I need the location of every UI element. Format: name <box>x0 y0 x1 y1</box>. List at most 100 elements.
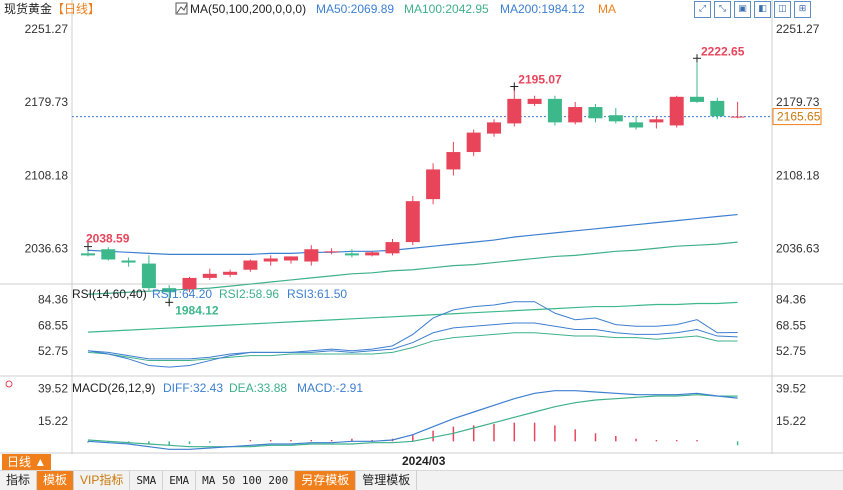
candle-body <box>568 107 583 123</box>
macd-tick-label-right: 39.52 <box>776 382 806 396</box>
candle-body <box>426 169 441 200</box>
current-price-box <box>772 108 822 126</box>
candle-body <box>202 273 217 278</box>
x-axis-date-label: 2024/03 <box>402 454 446 468</box>
window-icon[interactable]: ◧ <box>754 1 771 18</box>
candle-body <box>162 288 177 293</box>
macd-diff-line <box>87 390 738 450</box>
rsi2-value: RSI2:58.96 <box>219 287 279 301</box>
macd-tick-label-left: 15.22 <box>38 414 68 428</box>
candle-body <box>385 242 400 254</box>
candle-body <box>263 258 278 262</box>
panel-toolbar: ⤢ ⤡ ▣ ◧ ◫ ⊞ <box>694 1 811 18</box>
candle-body <box>182 277 197 290</box>
rsi-tick-label-right: 84.36 <box>776 292 806 306</box>
ma-more: MA <box>598 2 616 16</box>
macd-tick-label-right: 15.22 <box>776 414 806 428</box>
rsi-tick-label-left: 84.36 <box>38 292 68 306</box>
candle-body <box>365 252 380 256</box>
ma50-value: MA50:2069.89 <box>316 2 394 16</box>
candle-body <box>507 98 522 124</box>
macd-dea-value: DEA:33.88 <box>229 381 287 395</box>
candle-body <box>527 98 542 104</box>
rsi-tick-label-right: 68.55 <box>776 318 806 332</box>
candle-body <box>344 253 359 256</box>
price-tick-label-left: 2108.18 <box>25 168 69 182</box>
macd-label: MACD(26,12,9) <box>72 381 155 395</box>
ma-settings-icon <box>176 3 188 14</box>
expand-icon[interactable]: ⤢ <box>694 1 711 18</box>
price-tick-label-left: 2036.63 <box>25 242 69 256</box>
extreme-label: 2195.07 <box>518 72 562 86</box>
tab-save-template[interactable]: 另存模板 <box>295 471 357 490</box>
rsi1-line <box>87 301 738 368</box>
price-tick-label-left: 2251.27 <box>25 22 69 36</box>
window-icon[interactable]: ⊞ <box>794 1 811 18</box>
candle-body <box>101 249 116 260</box>
rsi3-line <box>87 322 738 360</box>
candle-body <box>324 251 339 253</box>
window-icon[interactable]: ▣ <box>734 1 751 18</box>
candle-body <box>243 260 258 270</box>
ma200-value: MA200:1984.12 <box>500 2 585 16</box>
candle-body <box>629 122 644 128</box>
candle-body <box>649 119 664 123</box>
window-icon[interactable]: ◫ <box>774 1 791 18</box>
candle-body <box>690 96 704 102</box>
tab-templates[interactable]: 模板 <box>37 471 75 490</box>
macd-diff-value: DIFF:32.43 <box>163 381 223 395</box>
extreme-label: 2222.65 <box>701 44 745 58</box>
ma100-value: MA100:2042.95 <box>404 2 489 16</box>
price-tick-label-right: 2179.73 <box>776 95 820 109</box>
shrink-icon[interactable]: ⤡ <box>714 1 731 18</box>
candle-body <box>304 249 319 262</box>
candle-body <box>487 122 501 134</box>
rsi3-value: RSI3:61.50 <box>287 287 347 301</box>
candle-body <box>588 107 603 119</box>
macd-dea-line <box>87 394 738 448</box>
candle-body <box>730 116 745 118</box>
rsi-tick-label-left: 68.55 <box>38 318 68 332</box>
candle-body <box>121 260 136 263</box>
candle-body <box>446 152 461 170</box>
candle-body <box>547 98 562 123</box>
rsi1-value: RSI1:64.20 <box>152 287 212 301</box>
rsi-tick-label-left: 52.75 <box>38 344 68 358</box>
current-price-label: 2165.65 <box>777 110 821 124</box>
candle-body <box>608 115 623 122</box>
candle-body <box>81 253 95 256</box>
period-tag: 【日线】 <box>52 2 100 16</box>
macd-settings-icon <box>5 380 13 388</box>
ma200-line <box>87 301 738 333</box>
candle-body <box>669 96 684 126</box>
tab-ma-50-100-200[interactable]: MA 50 100 200 <box>196 471 296 490</box>
price-tick-label-right: 2036.63 <box>776 242 820 256</box>
price-tick-label-left: 2179.73 <box>25 95 69 109</box>
rsi-label: RSI(14,60,40) <box>72 287 147 301</box>
rsi2-line <box>87 332 738 362</box>
tab-ema[interactable]: EMA <box>163 471 197 490</box>
instrument-name: 现货黄金 <box>4 1 52 16</box>
macd-hist-value: MACD:-2.91 <box>297 381 363 395</box>
macd-tick-label-left: 39.52 <box>38 382 68 396</box>
candle-body <box>466 132 481 153</box>
bottom-tab-bar: 指标 模板 VIP指标 SMA EMA MA 50 100 200 另存模板 管… <box>0 470 843 490</box>
candle-body <box>284 256 298 261</box>
tab-indicators[interactable]: 指标 <box>0 471 38 490</box>
ma-label: MA(50,100,200,0,0,0) <box>190 2 306 16</box>
candle-body <box>405 201 420 243</box>
chart-area[interactable]: 2251.27 2251.27 2179.73 2179.73 2108.18 2108.… <box>0 0 843 470</box>
rsi-tick-label-right: 52.75 <box>776 344 806 358</box>
ma50-line <box>87 213 738 255</box>
candle-body <box>141 263 156 289</box>
ma-settings-icon <box>175 2 188 15</box>
tab-sma[interactable]: SMA <box>130 471 164 490</box>
candle-body <box>710 100 725 117</box>
tab-vip-indicators[interactable]: VIP指标 <box>74 471 131 490</box>
extreme-label: 2038.59 <box>86 232 130 246</box>
period-selector-button[interactable]: 日线 ▲ <box>2 454 52 470</box>
price-tick-label-right: 2251.27 <box>776 22 820 36</box>
candle-body <box>223 271 238 275</box>
tab-manage-templates[interactable]: 管理模板 <box>356 471 418 490</box>
extreme-label: 1984.12 <box>175 303 219 317</box>
